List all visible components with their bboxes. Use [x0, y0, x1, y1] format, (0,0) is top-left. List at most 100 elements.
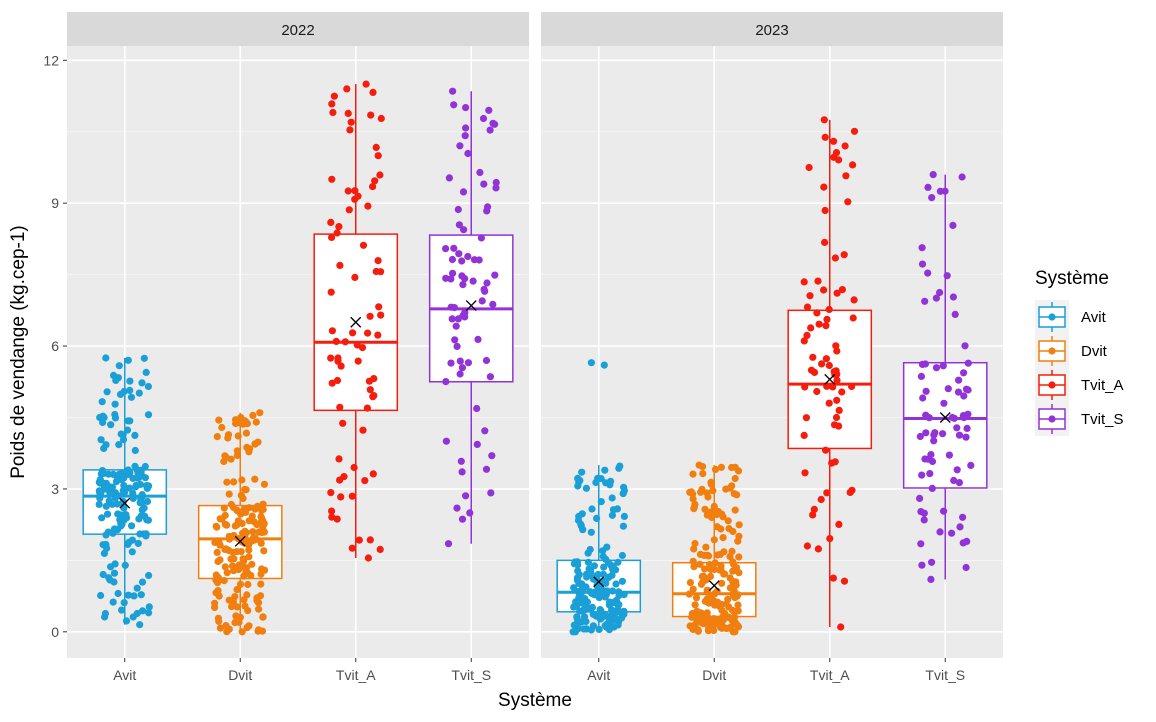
data-point — [118, 520, 126, 528]
data-point — [113, 526, 122, 534]
data-point — [821, 133, 829, 141]
data-point — [722, 600, 730, 608]
data-point — [578, 468, 586, 476]
data-point — [233, 506, 241, 514]
data-point — [708, 618, 716, 626]
data-point — [918, 471, 926, 479]
data-point — [840, 251, 848, 259]
data-point — [945, 451, 954, 459]
data-point — [124, 417, 132, 425]
data-point — [257, 570, 265, 578]
data-point — [255, 605, 263, 613]
data-point — [104, 470, 113, 478]
data-point — [484, 203, 492, 211]
data-point — [245, 546, 253, 554]
data-point — [720, 570, 728, 578]
legend-key-point — [1048, 347, 1056, 355]
data-point — [473, 404, 481, 413]
data-point — [144, 411, 153, 419]
data-point — [240, 596, 248, 604]
box — [902, 361, 988, 489]
data-point — [601, 466, 609, 474]
x-tick-label: Avit — [587, 667, 610, 683]
data-point — [455, 250, 463, 258]
data-point — [218, 423, 226, 432]
y-tick-label: 0 — [51, 624, 59, 640]
data-point — [328, 379, 336, 387]
data-point — [844, 198, 852, 206]
data-point — [328, 327, 336, 335]
data-point — [608, 571, 616, 579]
data-point — [689, 490, 697, 498]
data-point — [697, 609, 705, 617]
data-point — [491, 271, 499, 279]
data-point — [720, 548, 728, 556]
data-point — [375, 303, 383, 311]
data-point — [612, 580, 620, 588]
data-point — [107, 421, 115, 429]
data-point — [98, 398, 106, 406]
data-point — [364, 202, 372, 210]
data-point — [257, 580, 265, 588]
data-point — [849, 314, 857, 322]
data-point — [726, 484, 734, 492]
data-point — [135, 389, 143, 397]
data-point — [950, 476, 958, 485]
data-point — [445, 174, 453, 182]
data-point — [917, 508, 925, 516]
data-point — [339, 419, 347, 427]
data-point — [348, 492, 356, 500]
data-point — [377, 311, 385, 319]
data-point — [145, 603, 153, 611]
data-point — [821, 238, 829, 246]
data-point — [478, 297, 486, 305]
data-point — [573, 576, 582, 584]
data-point — [690, 505, 698, 513]
data-point — [327, 354, 335, 362]
data-point — [846, 488, 854, 496]
data-point — [689, 470, 697, 478]
data-point — [459, 188, 468, 196]
data-point — [575, 512, 583, 521]
x-tick-label: Tvit_S — [451, 667, 491, 683]
data-point — [131, 446, 139, 455]
data-point — [257, 539, 265, 547]
data-point — [108, 500, 116, 508]
data-point — [136, 466, 144, 474]
data-point — [125, 484, 133, 492]
data-point — [230, 478, 238, 486]
data-point — [215, 592, 223, 600]
data-point — [477, 234, 485, 242]
data-point — [930, 437, 938, 445]
data-point — [329, 108, 337, 117]
facet-strip-label: 2023 — [755, 22, 788, 39]
data-point — [447, 275, 455, 283]
x-tick-label: Avit — [113, 667, 136, 683]
data-point — [696, 550, 705, 559]
data-point — [141, 512, 149, 520]
data-point — [689, 585, 697, 593]
data-point — [121, 561, 129, 569]
data-point — [362, 80, 370, 88]
data-point — [963, 424, 971, 432]
data-point — [570, 584, 578, 592]
data-point — [800, 431, 808, 439]
data-point — [605, 618, 614, 626]
data-point — [724, 517, 732, 525]
data-point — [800, 337, 808, 345]
data-point — [221, 563, 229, 571]
data-point — [126, 377, 134, 385]
data-point — [122, 617, 131, 625]
data-point — [111, 489, 119, 497]
data-point — [692, 594, 701, 602]
data-point — [608, 494, 616, 502]
data-point — [330, 92, 338, 100]
data-point — [814, 545, 823, 553]
data-point — [227, 555, 235, 563]
box-group-Tvit_S — [902, 171, 988, 584]
data-point — [587, 528, 595, 536]
data-point — [830, 368, 838, 376]
data-point — [926, 470, 934, 478]
data-point — [729, 567, 737, 575]
data-point — [118, 469, 127, 477]
